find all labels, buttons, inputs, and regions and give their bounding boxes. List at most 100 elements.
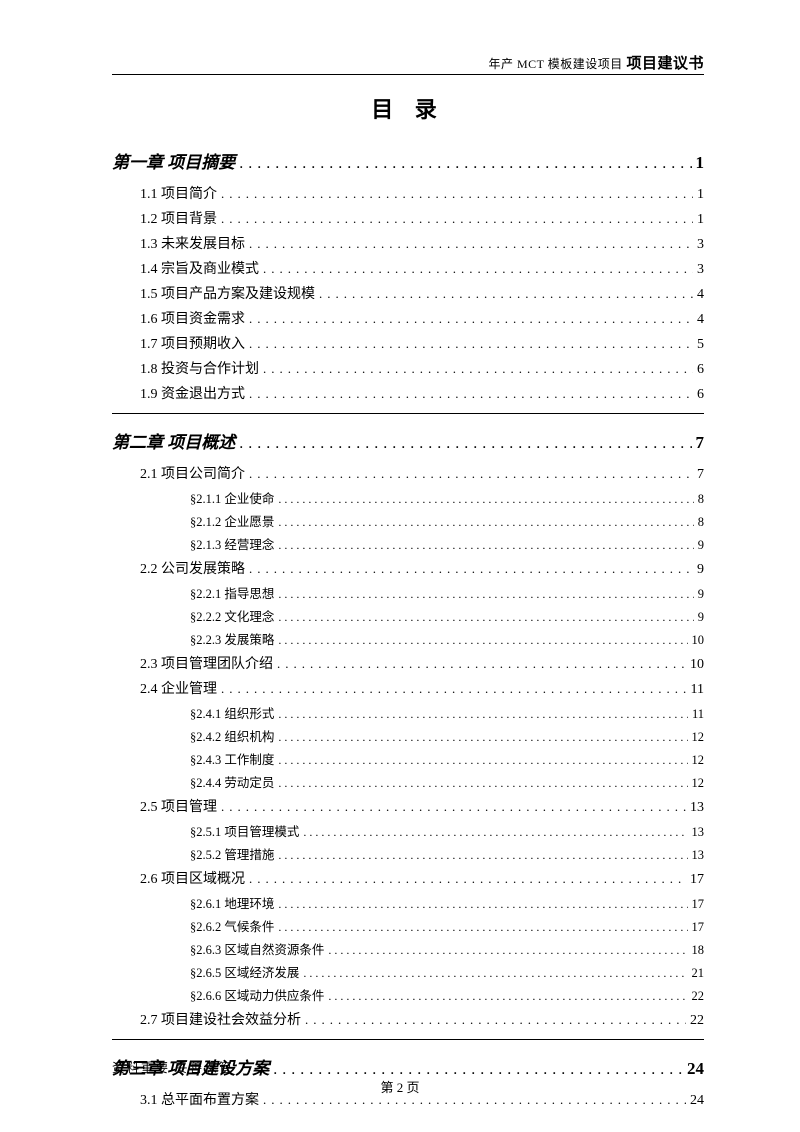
- toc-sub-row: §2.4.3 工作制度.............................…: [190, 749, 704, 768]
- toc-label: §2.6.2 气候条件: [190, 916, 274, 935]
- toc-page-number: 1: [696, 153, 705, 173]
- running-header: 年产 MCT 模板建设项目 项目建议书: [488, 52, 704, 73]
- toc-section-row: 2.5 项目管理................................…: [140, 796, 704, 816]
- toc-chapter-row: 第一章 项目摘要................................…: [112, 148, 704, 173]
- toc-leader-dots: ........................................…: [278, 707, 688, 722]
- header-rule: [112, 74, 704, 75]
- toc-label: §2.4.1 组织形式: [190, 703, 274, 722]
- toc-leader-dots: ........................................…: [221, 681, 687, 697]
- toc-leader-dots: ........................................…: [239, 155, 691, 173]
- toc-page-number: 21: [692, 966, 705, 981]
- toc-leader-dots: ........................................…: [249, 336, 693, 352]
- toc-leader-dots: ........................................…: [278, 538, 693, 553]
- toc-leader-dots: ........................................…: [263, 361, 693, 377]
- toc-label: §2.2.2 文化理念: [190, 606, 274, 625]
- toc-sub-row: §2.1.3 经营理念.............................…: [190, 534, 704, 553]
- toc-page-number: 11: [692, 707, 704, 722]
- toc-page-number: 9: [698, 538, 704, 553]
- toc-leader-dots: ........................................…: [278, 920, 687, 935]
- toc-page-number: 7: [696, 433, 705, 453]
- toc-label: 2.3 项目管理团队介绍: [140, 653, 273, 673]
- toc-label: 2.4 企业管理: [140, 678, 217, 698]
- toc-leader-dots: ........................................…: [249, 561, 693, 577]
- page-number: 第 2 页: [0, 1077, 800, 1096]
- toc-label: §2.4.3 工作制度: [190, 749, 274, 768]
- toc-page-number: 17: [692, 920, 705, 935]
- toc-page-number: 8: [698, 492, 704, 507]
- toc-page-number: 1: [697, 187, 704, 203]
- toc-leader-dots: ........................................…: [221, 799, 686, 815]
- toc-label: 第一章 项目摘要: [112, 148, 235, 173]
- toc-leader-dots: ........................................…: [278, 515, 693, 530]
- toc-leader-dots: ........................................…: [303, 825, 687, 840]
- toc-sub-row: §2.2.1 指导思想.............................…: [190, 583, 704, 602]
- toc-label: 1.6 项目资金需求: [140, 308, 245, 328]
- toc-label: 2.6 项目区域概况: [140, 868, 245, 888]
- toc-section-row: 1.4 宗旨及商业模式.............................…: [140, 258, 704, 278]
- toc-sub-row: §2.4.1 组织形式.............................…: [190, 703, 704, 722]
- toc-sub-row: §2.6.5 区域经济发展...........................…: [190, 962, 704, 981]
- toc-page-number: 7: [697, 467, 704, 483]
- toc-page-number: 13: [692, 848, 705, 863]
- toc-label: 1.1 项目简介: [140, 183, 217, 203]
- toc-leader-dots: ........................................…: [277, 656, 686, 672]
- toc-leader-dots: ........................................…: [278, 848, 687, 863]
- toc-page-number: 3: [697, 237, 704, 253]
- toc-page-number: 22: [690, 1013, 704, 1029]
- toc-label: 1.8 投资与合作计划: [140, 358, 259, 378]
- toc-label: 2.1 项目公司简介: [140, 463, 245, 483]
- toc-sub-row: §2.6.6 区域动力供应条件.........................…: [190, 985, 704, 1004]
- toc-page-number: 13: [690, 800, 704, 816]
- toc-label: §2.2.1 指导思想: [190, 583, 274, 602]
- toc-section-row: 1.2 项目背景................................…: [140, 208, 704, 228]
- toc-page-number: 5: [697, 337, 704, 353]
- toc-label: §2.5.2 管理措施: [190, 844, 274, 863]
- toc-page-number: 4: [697, 312, 704, 328]
- toc-label: 1.4 宗旨及商业模式: [140, 258, 259, 278]
- toc-sub-row: §2.4.2 组织机构.............................…: [190, 726, 704, 745]
- toc-page-number: 18: [692, 943, 705, 958]
- toc-page-number: 17: [692, 897, 705, 912]
- toc-page-number: 9: [697, 562, 704, 578]
- toc-label: §2.4.2 组织机构: [190, 726, 274, 745]
- toc-label: 2.7 项目建设社会效益分析: [140, 1009, 301, 1029]
- toc-sub-row: §2.6.1 地理环境.............................…: [190, 893, 704, 912]
- toc-leader-dots: ........................................…: [303, 966, 687, 981]
- toc-label: §2.5.1 项目管理模式: [190, 821, 299, 840]
- toc-leader-dots: ........................................…: [305, 1012, 686, 1028]
- toc-page-number: 12: [692, 753, 705, 768]
- toc-section-row: 2.4 企业管理................................…: [140, 678, 704, 698]
- toc-label: 2.5 项目管理: [140, 796, 217, 816]
- toc-label: 2.2 公司发展策略: [140, 558, 245, 578]
- toc-leader-dots: ........................................…: [278, 776, 687, 791]
- toc-page-number: 1: [697, 212, 704, 228]
- toc-leader-dots: ........................................…: [278, 897, 687, 912]
- toc-section-row: 2.3 项目管理团队介绍............................…: [140, 653, 704, 673]
- toc-section-row: 1.9 资金退出方式..............................…: [140, 383, 704, 403]
- toc-label: §2.6.5 区域经济发展: [190, 962, 299, 981]
- toc-leader-dots: ........................................…: [263, 261, 693, 277]
- toc-leader-dots: ........................................…: [239, 435, 691, 453]
- toc-sub-row: §2.5.2 管理措施.............................…: [190, 844, 704, 863]
- toc-leader-dots: ........................................…: [278, 492, 693, 507]
- toc-section-row: 1.8 投资与合作计划.............................…: [140, 358, 704, 378]
- toc-page-number: 13: [692, 825, 705, 840]
- toc-page-number: 9: [698, 587, 704, 602]
- toc-sub-row: §2.4.4 劳动定员.............................…: [190, 772, 704, 791]
- toc-label: 1.3 未来发展目标: [140, 233, 245, 253]
- toc-section-row: 1.7 项目预期收入..............................…: [140, 333, 704, 353]
- toc-leader-dots: ........................................…: [278, 610, 693, 625]
- toc-sub-row: §2.2.2 文化理念.............................…: [190, 606, 704, 625]
- toc-label: 第二章 项目概述: [112, 428, 235, 453]
- toc-leader-dots: ........................................…: [221, 211, 693, 227]
- table-of-contents: 第一章 项目摘要................................…: [112, 148, 704, 1109]
- toc-label: §2.1.2 企业愿景: [190, 511, 274, 530]
- toc-page-number: 3: [697, 262, 704, 278]
- toc-page-number: 8: [698, 515, 704, 530]
- toc-label: §2.2.3 发展策略: [190, 629, 274, 648]
- toc-sub-row: §2.6.2 气候条件.............................…: [190, 916, 704, 935]
- toc-leader-dots: ........................................…: [278, 633, 687, 648]
- toc-page-number: 17: [690, 872, 704, 888]
- toc-leader-dots: ........................................…: [249, 386, 693, 402]
- toc-sub-row: §2.6.3 区域自然资源条件.........................…: [190, 939, 704, 958]
